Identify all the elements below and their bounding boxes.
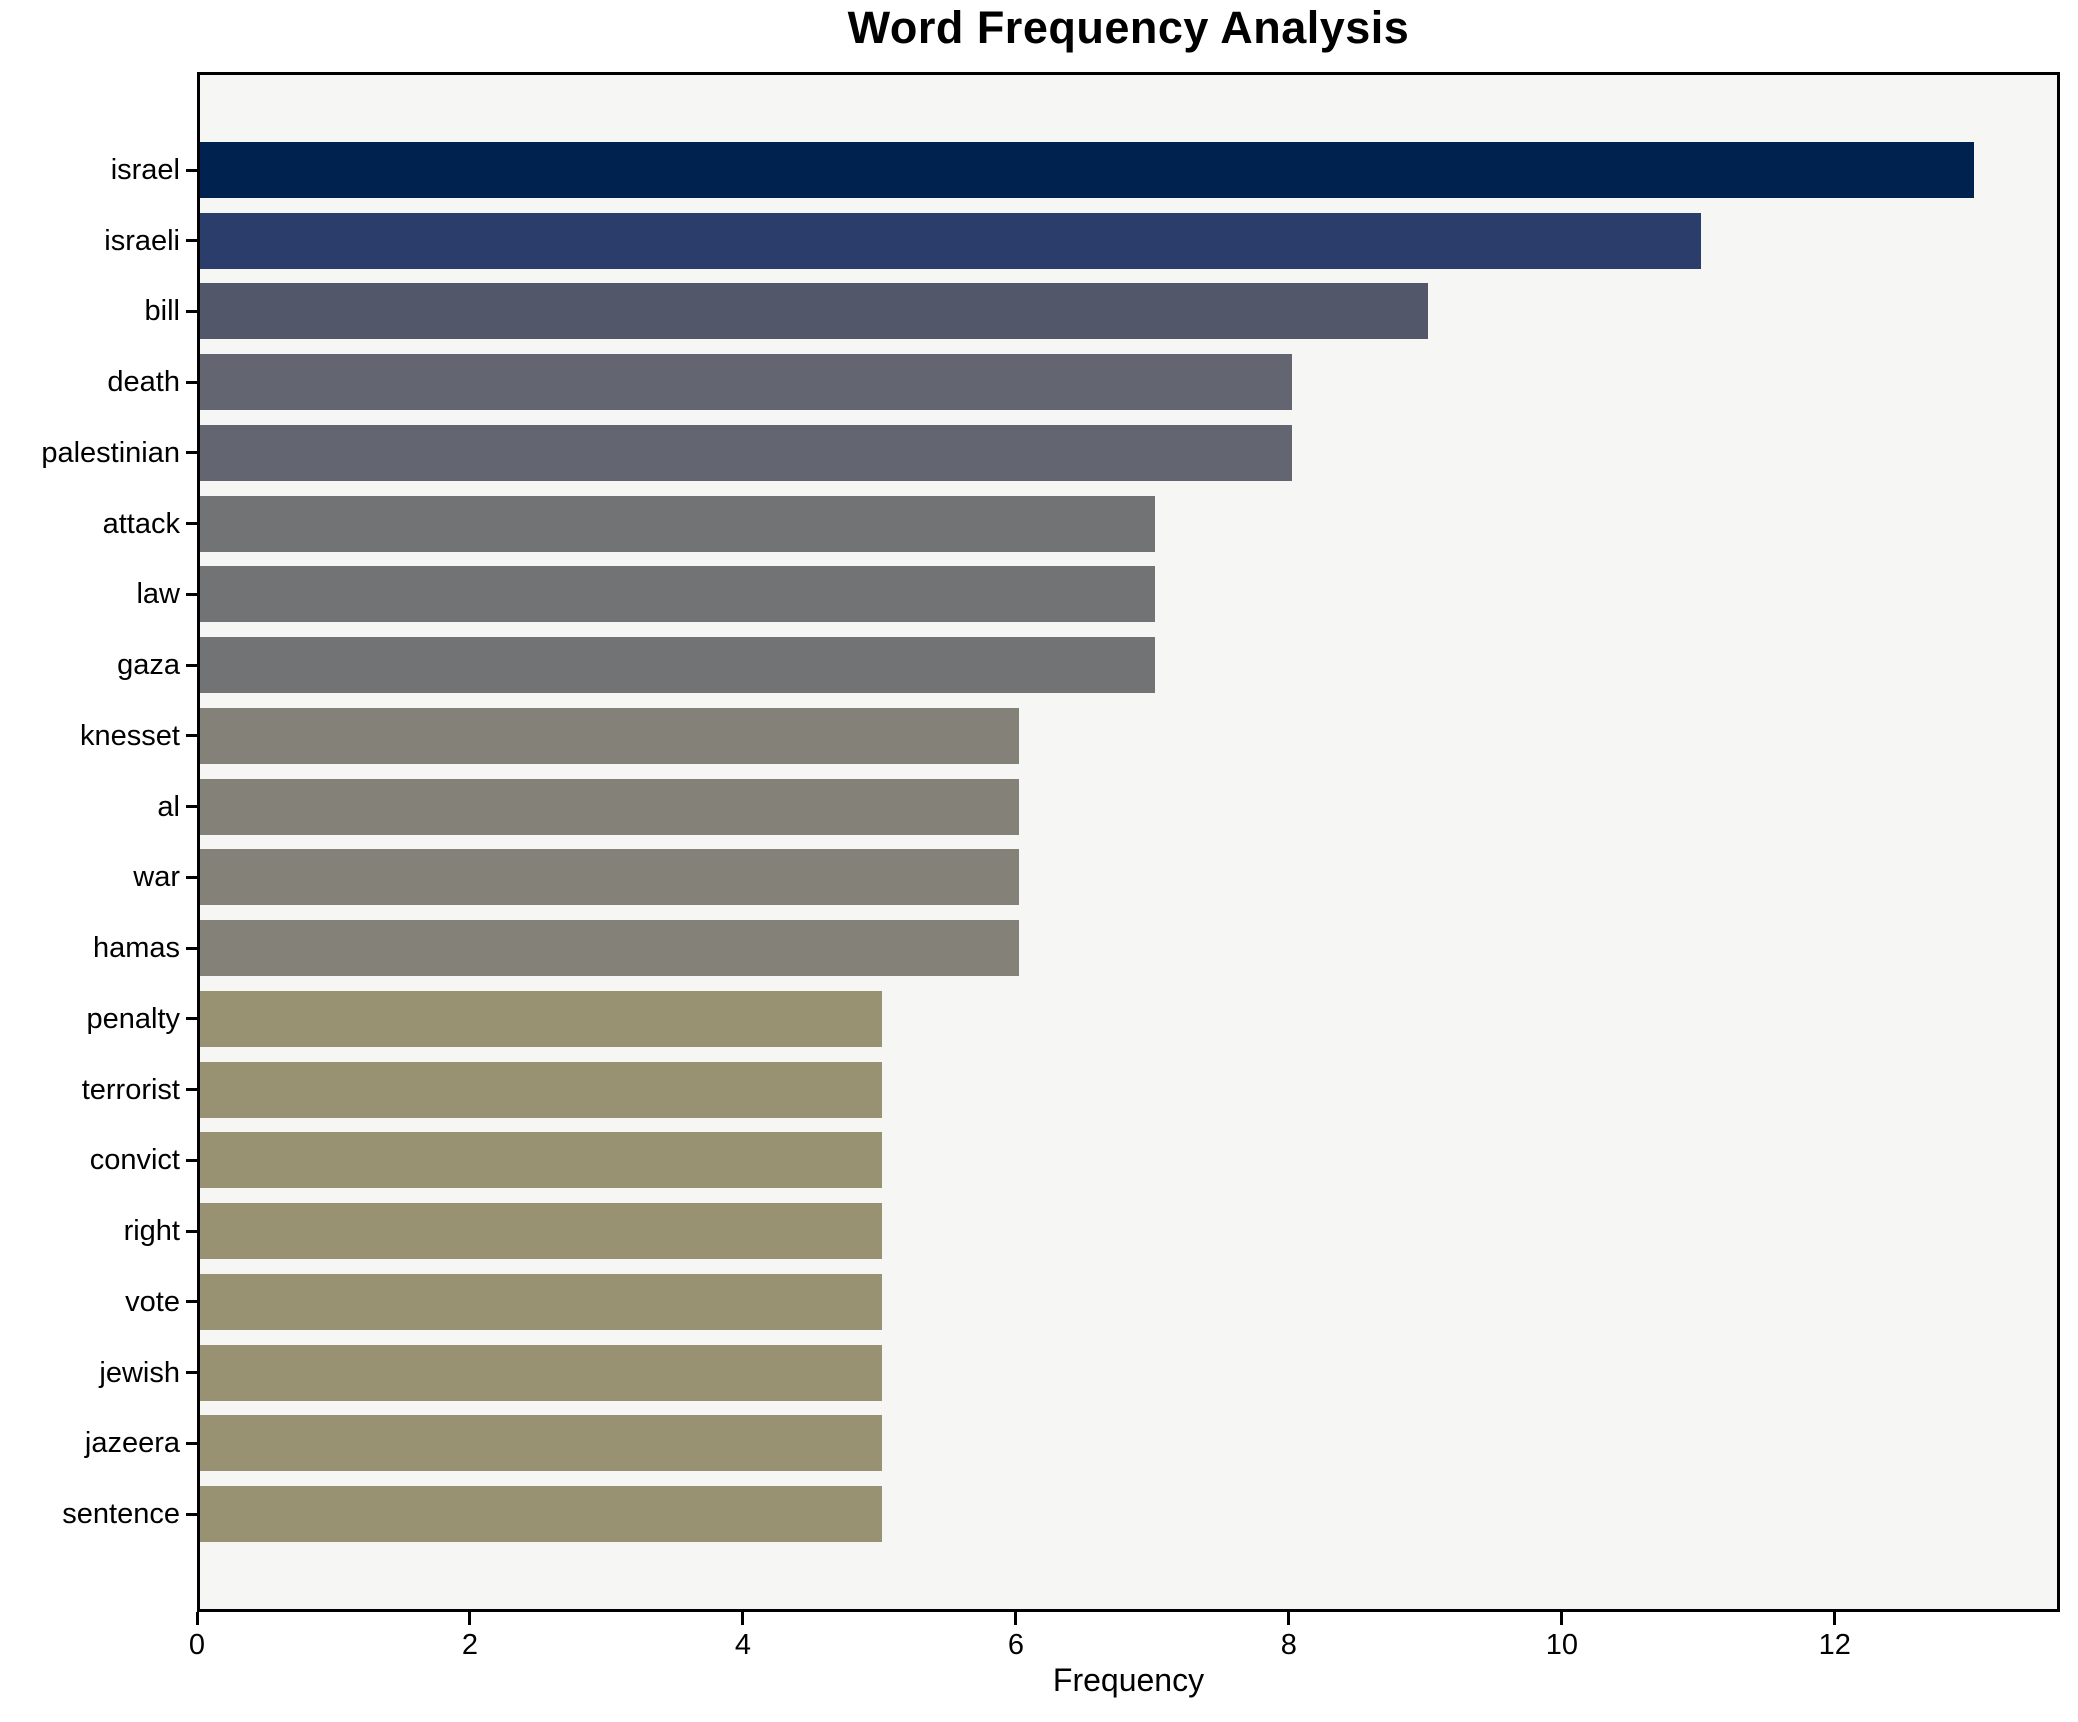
y-tick-mark-right (186, 1229, 197, 1233)
y-tick-mark-terrorist (186, 1088, 197, 1092)
x-tick-label-4: 4 (734, 1629, 751, 1661)
y-tick-mark-israeli (186, 239, 197, 243)
bar-hamas (200, 920, 1019, 977)
y-tick-mark-sentence (186, 1512, 197, 1516)
y-tick-mark-israel (186, 168, 197, 172)
x-tick-label-12: 12 (1818, 1629, 1851, 1661)
y-tick-label-war: war (133, 861, 180, 894)
x-tick-label-2: 2 (461, 1629, 479, 1661)
y-tick-mark-gaza (186, 663, 197, 667)
x-tick-label-8: 8 (1280, 1629, 1297, 1661)
y-tick-label-terrorist: terrorist (81, 1073, 180, 1106)
bar-war (200, 849, 1019, 906)
bar-sentence (200, 1486, 882, 1542)
y-tick-label-israel: israel (110, 154, 180, 186)
bar-jewish (200, 1344, 882, 1401)
bar-bill (200, 283, 1428, 340)
y-tick-mark-jewish (186, 1371, 197, 1375)
bar-israeli (200, 212, 1701, 269)
y-tick-label-hamas: hamas (92, 932, 180, 965)
bar-death (200, 354, 1292, 411)
y-tick-mark-law (186, 592, 197, 596)
y-tick-label-jazeera: jazeera (84, 1427, 180, 1460)
y-tick-label-attack: attack (102, 507, 180, 540)
y-tick-label-sentence: sentence (62, 1498, 180, 1530)
y-tick-label-penalty: penalty (86, 1002, 180, 1035)
y-tick-label-jewish: jewish (99, 1356, 180, 1389)
y-tick-mark-convict (186, 1158, 197, 1162)
y-tick-label-knesset: knesset (80, 719, 180, 752)
bar-palestinian (200, 424, 1292, 481)
bar-jazeera (200, 1415, 882, 1472)
chart-title: Word Frequency Analysis (847, 2, 1410, 53)
bar-convict (200, 1132, 882, 1189)
bar-penalty (200, 990, 882, 1047)
y-tick-label-convict: convict (89, 1144, 180, 1177)
y-tick-mark-penalty (186, 1017, 197, 1021)
y-tick-label-bill: bill (144, 295, 180, 328)
y-tick-label-law: law (136, 578, 180, 611)
x-tick-mark-6 (1014, 1612, 1018, 1625)
x-tick-mark-10 (1560, 1612, 1564, 1625)
y-tick-mark-bill (186, 309, 197, 313)
x-tick-label-6: 6 (1007, 1629, 1024, 1661)
y-tick-label-al: al (157, 790, 180, 823)
y-tick-label-right: right (123, 1215, 180, 1248)
x-tick-label-10: 10 (1545, 1629, 1578, 1661)
y-tick-label-palestinian: palestinian (41, 436, 180, 469)
bar-right (200, 1203, 882, 1260)
y-tick-label-death: death (107, 366, 180, 399)
plot-area (197, 72, 2060, 1612)
bar-gaza (200, 637, 1155, 694)
bar-law (200, 566, 1155, 623)
x-tick-label-0: 0 (188, 1629, 206, 1661)
bar-terrorist (200, 1061, 882, 1118)
x-tick-mark-8 (1287, 1612, 1291, 1625)
bar-knesset (200, 707, 1019, 764)
bar-vote (200, 1273, 882, 1330)
y-tick-mark-knesset (186, 734, 197, 738)
y-tick-mark-death (186, 380, 197, 384)
y-tick-mark-hamas (186, 946, 197, 950)
x-tick-mark-2 (468, 1612, 472, 1625)
y-tick-mark-attack (186, 522, 197, 526)
y-tick-label-gaza: gaza (117, 649, 180, 682)
y-tick-mark-palestinian (186, 451, 197, 455)
x-tick-mark-0 (195, 1612, 199, 1625)
y-tick-mark-vote (186, 1300, 197, 1304)
y-tick-label-vote: vote (125, 1285, 180, 1318)
y-tick-mark-jazeera (186, 1441, 197, 1445)
bar-attack (200, 495, 1155, 552)
x-tick-mark-12 (1833, 1612, 1837, 1625)
y-tick-label-israeli: israeli (104, 224, 180, 257)
x-tick-mark-4 (741, 1612, 745, 1625)
bar-israel (200, 142, 1974, 198)
bar-al (200, 778, 1019, 835)
y-tick-mark-war (186, 875, 197, 879)
x-axis-title: Frequency (1052, 1662, 1205, 1698)
y-tick-mark-al (186, 805, 197, 809)
